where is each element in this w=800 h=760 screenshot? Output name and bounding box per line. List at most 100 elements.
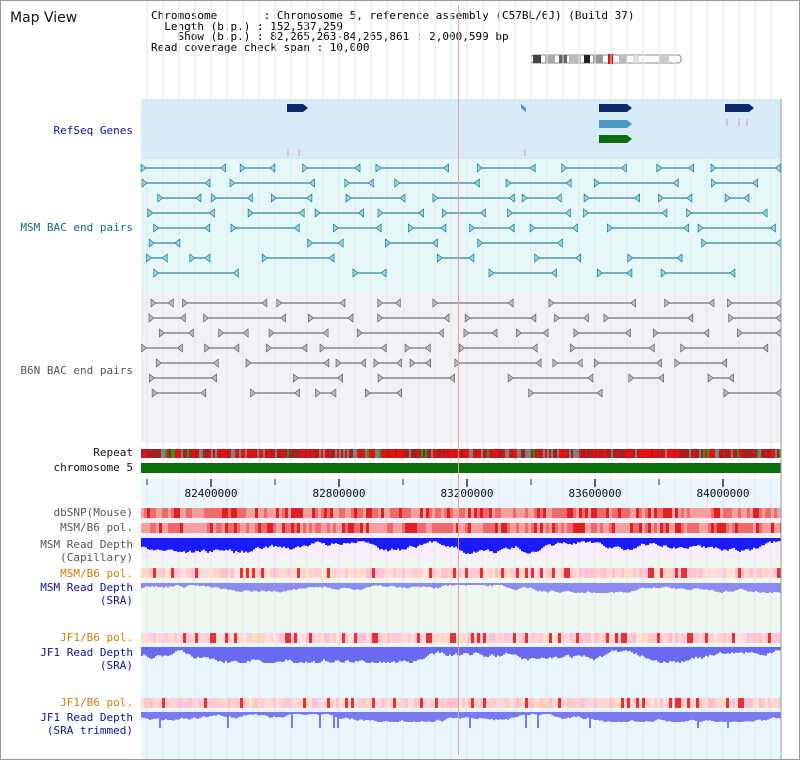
heat-cell <box>276 698 279 708</box>
repeat-segment <box>215 449 217 458</box>
depth-bar <box>579 583 581 593</box>
heat-cell <box>414 568 417 578</box>
bac-end-marker <box>159 328 165 338</box>
depth-bar <box>145 712 147 719</box>
depth-bar <box>199 583 201 587</box>
heat-cell <box>651 698 654 708</box>
depth-bar <box>587 538 589 543</box>
repeat-segment <box>411 449 413 458</box>
depth-bar <box>609 647 611 653</box>
repeat-segment <box>245 449 247 458</box>
bac-end-marker <box>488 268 495 278</box>
heat-cell <box>192 508 195 518</box>
heat-cell <box>372 508 375 518</box>
depth-bar <box>667 647 669 663</box>
heat-cell <box>756 633 759 643</box>
depth-bar <box>433 583 435 589</box>
depth-bar <box>433 538 435 542</box>
bac-end-marker <box>620 163 627 173</box>
heat-cell <box>174 523 177 533</box>
heat-cell <box>174 568 177 578</box>
depth-bar <box>291 538 293 550</box>
axis-tick-label: 83600000 <box>569 487 622 500</box>
depth-bar <box>381 712 383 722</box>
repeat-segment <box>731 449 733 458</box>
heat-cell <box>291 523 294 533</box>
depth-bar <box>225 583 227 589</box>
heat-cell <box>282 698 285 708</box>
depth-bar <box>351 538 353 543</box>
gene-feature <box>599 120 627 128</box>
depth-bar <box>709 538 711 547</box>
repeat-segment <box>605 449 607 458</box>
heat-cell <box>243 523 246 533</box>
repeat-segment <box>649 449 651 458</box>
depth-bar <box>529 583 531 588</box>
depth-bar <box>483 712 485 719</box>
depth-bar <box>267 712 269 717</box>
depth-bar <box>239 712 241 717</box>
depth-bar <box>649 712 651 722</box>
heat-cell <box>210 633 213 643</box>
repeat-segment <box>631 449 633 458</box>
depth-bar <box>313 712 315 714</box>
heat-cell <box>498 523 501 533</box>
depth-bar <box>761 538 763 546</box>
heat-cell <box>753 523 756 533</box>
heat-cell <box>225 568 228 578</box>
heat-cell <box>729 568 732 578</box>
depth-bar <box>477 647 479 653</box>
depth-bar <box>465 583 467 586</box>
heat-cell <box>201 523 204 533</box>
depth-bar <box>391 538 393 549</box>
heat-cell <box>141 523 144 533</box>
depth-bar <box>411 712 413 722</box>
depth-bar <box>609 538 611 548</box>
depth-bar <box>555 538 557 544</box>
depth-bar <box>747 538 749 550</box>
depth-bar <box>277 647 279 662</box>
heat-cell <box>678 523 681 533</box>
heat-cell <box>753 698 756 708</box>
depth-bar <box>399 538 401 551</box>
heat-cell <box>321 523 324 533</box>
heat-cell <box>483 633 486 643</box>
heat-cell <box>606 568 609 578</box>
axis-tick-label: 82800000 <box>313 487 366 500</box>
heat-cell <box>327 633 330 643</box>
heat-cell <box>435 523 438 533</box>
heat-cell <box>402 698 405 708</box>
heat-cell <box>603 508 606 518</box>
repeat-segment <box>687 449 689 458</box>
depth-bar <box>529 647 531 659</box>
heat-cell <box>429 523 432 533</box>
heat-cell <box>669 568 672 578</box>
depth-bar <box>697 538 699 546</box>
depth-bar <box>345 647 347 661</box>
depth-bar <box>769 712 771 719</box>
depth-bar <box>225 647 227 662</box>
heat-cell <box>426 568 429 578</box>
depth-bar <box>641 538 643 544</box>
repeat-segment <box>379 449 381 458</box>
heat-cell <box>363 568 366 578</box>
heat-cell <box>747 633 750 643</box>
heat-cell <box>345 508 348 518</box>
repeat-segment <box>279 449 281 458</box>
repeat-segment <box>517 449 519 458</box>
depth-bar <box>323 583 325 587</box>
depth-bar <box>637 647 639 656</box>
repeat-segment <box>555 449 557 458</box>
depth-bar <box>393 583 395 587</box>
bac-end-marker <box>375 223 382 233</box>
heat-cell <box>258 568 261 578</box>
depth-bar <box>365 647 367 663</box>
depth-bar <box>287 647 289 661</box>
repeat-segment <box>191 449 193 458</box>
depth-bar <box>255 712 257 714</box>
depth-bar <box>193 712 195 718</box>
heat-cell <box>648 523 651 533</box>
depth-bar <box>683 538 685 548</box>
repeat-segment <box>487 449 489 458</box>
